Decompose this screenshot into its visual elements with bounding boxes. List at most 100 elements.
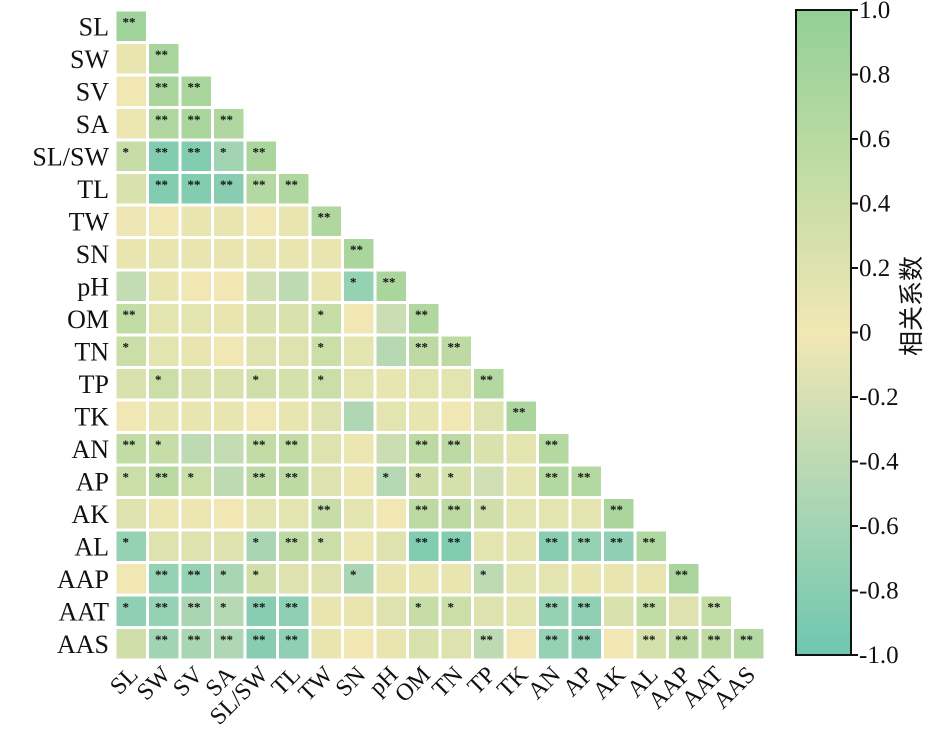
heatmap-cell (604, 564, 634, 594)
significance-mark: ** (253, 437, 266, 452)
heatmap-cell (344, 369, 374, 399)
row-label: TK (74, 402, 109, 431)
heatmap-cell (604, 629, 634, 659)
significance-mark: * (155, 437, 162, 452)
heatmap-cell (311, 206, 341, 236)
significance-mark: * (318, 340, 325, 355)
heatmap-cell (311, 466, 341, 496)
heatmap-cell (279, 401, 309, 431)
heatmap-cell (311, 596, 341, 626)
heatmap-cell (214, 336, 244, 366)
heatmap-cell (474, 401, 504, 431)
heatmap-cell (506, 596, 536, 626)
heatmap-cell (279, 499, 309, 529)
heatmap-cell (344, 531, 374, 561)
heatmap-cell (441, 531, 471, 561)
heatmap-cell (279, 629, 309, 659)
heatmap-cell (116, 44, 146, 74)
heatmap-cell (116, 109, 146, 139)
heatmap-cell (506, 629, 536, 659)
significance-mark: ** (513, 405, 526, 420)
heatmap-cell (246, 531, 276, 561)
heatmap-cells: ****** **** ** *** ** ** * **** ** ** ** ******* ***… (116, 11, 764, 659)
colorbar-tick-label: 0.4 (859, 191, 891, 218)
heatmap-cell (474, 434, 504, 464)
colorbar-tick-label: 0.8 (859, 62, 890, 89)
heatmap-cell (376, 304, 406, 334)
significance-mark: * (123, 340, 130, 355)
heatmap-cell (214, 629, 244, 659)
significance-mark: ** (480, 372, 493, 387)
heatmap-cell (441, 434, 471, 464)
heatmap-cell (149, 304, 179, 334)
heatmap-cell (214, 206, 244, 236)
heatmap-cell (246, 271, 276, 301)
heatmap-cell (149, 629, 179, 659)
row-label: AL (74, 532, 109, 561)
significance-mark: ** (220, 112, 233, 127)
heatmap-cell (246, 304, 276, 334)
significance-mark: * (480, 567, 487, 582)
significance-mark: ** (155, 177, 168, 192)
significance-mark: ** (578, 632, 591, 647)
colorbar-tick-label: 0.6 (859, 126, 890, 153)
row-label: OM (67, 305, 109, 334)
row-label: AAT (58, 597, 109, 626)
significance-mark: ** (155, 632, 168, 647)
significance-mark: ** (123, 307, 136, 322)
colorbar-gradient (795, 9, 852, 656)
heatmap-cell (539, 499, 569, 529)
heatmap-cell (376, 271, 406, 301)
heatmap-cell (376, 434, 406, 464)
significance-mark: ** (155, 567, 168, 582)
heatmap-cell (279, 466, 309, 496)
heatmap-cell (181, 466, 211, 496)
significance-mark: * (253, 535, 260, 550)
heatmap-cell (539, 531, 569, 561)
heatmap-cell (344, 239, 374, 269)
heatmap-cell (376, 531, 406, 561)
significance-mark: ** (350, 242, 363, 257)
heatmap-cell (116, 401, 146, 431)
significance-mark: ** (220, 177, 233, 192)
heatmap-cell (181, 239, 211, 269)
significance-mark: ** (188, 112, 201, 127)
heatmap-cell (149, 564, 179, 594)
heatmap-cell (734, 629, 764, 659)
heatmap-cell (279, 369, 309, 399)
row-label: SV (76, 77, 109, 106)
significance-mark: * (253, 567, 260, 582)
significance-mark: ** (383, 275, 396, 290)
significance-mark: * (253, 372, 260, 387)
heatmap-cell (311, 336, 341, 366)
heatmap-cell (246, 206, 276, 236)
heatmap-cell (506, 401, 536, 431)
significance-mark: * (415, 600, 422, 615)
heatmap-cell (701, 629, 731, 659)
heatmap-cell (409, 596, 439, 626)
row-label: TP (79, 370, 109, 399)
heatmap-cell (116, 141, 146, 171)
heatmap-cell (181, 109, 211, 139)
heatmap-cell (474, 629, 504, 659)
heatmap-cell (214, 596, 244, 626)
heatmap-cell (149, 434, 179, 464)
significance-mark: ** (545, 470, 558, 485)
heatmap-cell (344, 271, 374, 301)
significance-mark: ** (415, 307, 428, 322)
significance-mark: ** (415, 437, 428, 452)
colorbar: 1.0 0.8 0.6 0.4 0.2 0 -0.2 -0.4 -0.6 -0.8 -1.0 相关系… (795, 0, 926, 669)
heatmap-cell (214, 174, 244, 204)
heatmap-cell (441, 369, 471, 399)
heatmap-cell (181, 304, 211, 334)
significance-mark: ** (448, 535, 461, 550)
heatmap-cell (441, 466, 471, 496)
significance-mark: ** (123, 15, 136, 30)
heatmap-cell (181, 434, 211, 464)
significance-mark: ** (448, 437, 461, 452)
significance-mark: * (383, 470, 390, 485)
heatmap-cell (376, 369, 406, 399)
row-label: AN (71, 435, 109, 464)
significance-mark: * (220, 567, 227, 582)
